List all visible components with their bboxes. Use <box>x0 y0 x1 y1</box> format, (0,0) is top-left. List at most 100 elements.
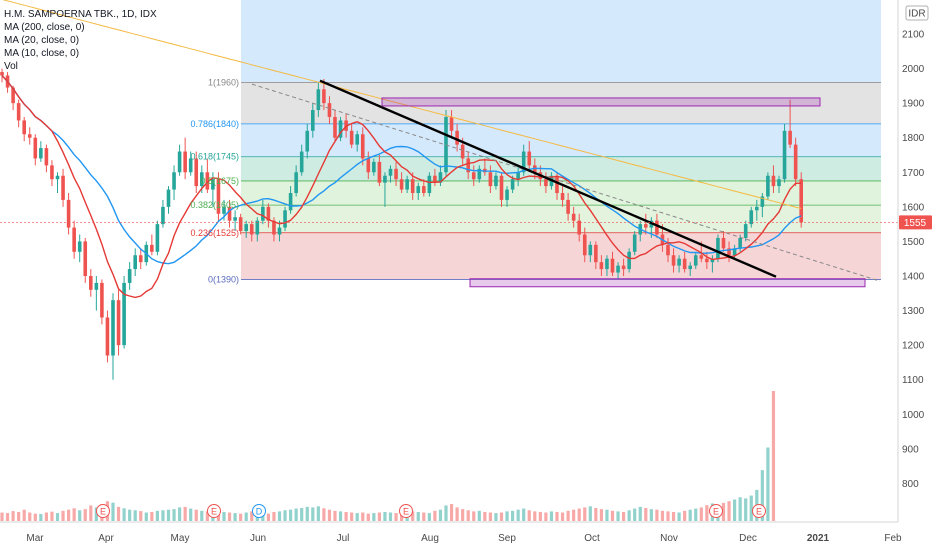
time-axis[interactable] <box>0 522 898 550</box>
candle <box>566 193 570 221</box>
event-marker-label: E <box>403 507 409 517</box>
volume-bar <box>194 509 198 521</box>
candle-body <box>222 206 226 214</box>
candle <box>216 172 221 221</box>
volume-bar <box>78 510 82 521</box>
candle <box>205 158 210 194</box>
volume-bar <box>499 512 504 521</box>
volume-bar <box>250 511 254 521</box>
candle-body <box>743 224 748 238</box>
candle <box>227 199 232 228</box>
volume-bar <box>305 506 309 521</box>
price-tick-label: 1100 <box>902 375 924 386</box>
volume-bar <box>272 511 276 521</box>
volume-bar <box>61 510 65 521</box>
fib-level-label: 0.5(1675) <box>200 176 239 186</box>
candle-body <box>505 189 509 200</box>
candle <box>377 154 382 187</box>
candle <box>360 127 365 166</box>
time-tick-label: Jun <box>250 533 266 544</box>
candle-body <box>311 110 315 131</box>
candle-body <box>22 120 26 135</box>
time-tick-label: Nov <box>660 533 678 544</box>
candle-body <box>699 255 704 259</box>
fib-zone <box>241 82 881 124</box>
volume-bar <box>233 513 237 521</box>
volume-bar <box>444 505 448 521</box>
volume-bar <box>17 511 21 521</box>
currency-badge[interactable]: IDR <box>905 5 929 21</box>
legend-vol[interactable]: Vol <box>4 61 18 72</box>
candle-body <box>616 265 620 273</box>
candle-body <box>627 251 631 270</box>
candle-body <box>116 300 121 346</box>
volume-bar <box>566 510 570 521</box>
candle <box>333 110 337 142</box>
volume-bar <box>671 511 676 521</box>
candle <box>388 165 393 183</box>
volume-bar <box>744 498 748 521</box>
candle-body <box>394 168 398 180</box>
candle-body <box>33 137 38 159</box>
candle-body <box>471 172 476 180</box>
drawing-tools[interactable] <box>0 79 898 288</box>
candle-body <box>494 175 498 187</box>
volume-bar <box>338 511 343 521</box>
candle <box>632 231 637 256</box>
volume-bar <box>544 512 548 521</box>
candle <box>166 186 171 214</box>
candle-body <box>427 175 432 194</box>
candle-body <box>671 255 676 266</box>
candle-body <box>255 220 260 235</box>
volume-bar <box>227 512 232 521</box>
volume-bar <box>771 391 776 521</box>
candle-body <box>338 120 343 138</box>
legend-ma20[interactable]: MA (20, close, 0) <box>4 35 80 46</box>
time-tick-label: May <box>171 533 190 544</box>
candle <box>77 234 82 263</box>
candle <box>782 123 787 183</box>
candle <box>305 123 310 159</box>
currency-badge-label: IDR <box>908 9 925 20</box>
volume-bar <box>94 507 98 521</box>
symbol-title[interactable]: H.M. SAMPOERNA TBK., 1D, IDX <box>4 9 157 20</box>
candle-body <box>216 179 221 214</box>
volume-bar <box>316 506 320 521</box>
candle <box>150 234 154 256</box>
volume-bar <box>150 511 154 521</box>
volume-bar <box>549 511 554 521</box>
candle-body <box>405 179 409 190</box>
price-axis[interactable] <box>898 0 932 550</box>
candle <box>89 269 93 297</box>
candle-body <box>50 165 54 180</box>
candle <box>605 255 609 276</box>
candle-body <box>355 134 359 145</box>
volume-bar <box>483 511 487 521</box>
candle-body <box>161 206 165 225</box>
volume-bar <box>244 512 248 521</box>
volume-bar <box>488 512 492 521</box>
candle <box>111 293 115 380</box>
candle-body <box>349 130 354 145</box>
volume-bar <box>0 512 4 521</box>
candle <box>594 241 598 270</box>
candle <box>172 165 176 200</box>
volume-bar <box>400 513 404 521</box>
volume-bars <box>0 391 776 521</box>
candle <box>349 123 354 149</box>
candle <box>716 234 720 263</box>
candle-body <box>0 72 4 76</box>
event-marker-label: E <box>100 507 106 517</box>
candle-body <box>294 172 298 194</box>
candle <box>527 141 532 173</box>
candle-body <box>288 193 293 211</box>
legend-ma200[interactable]: MA (200, close, 0) <box>4 22 85 33</box>
candle-body <box>521 151 526 173</box>
legend-ma10[interactable]: MA (10, close, 0) <box>4 48 80 59</box>
volume-bar <box>605 509 609 521</box>
volume-bar <box>83 509 87 521</box>
candle <box>177 144 182 176</box>
candle <box>355 130 359 152</box>
